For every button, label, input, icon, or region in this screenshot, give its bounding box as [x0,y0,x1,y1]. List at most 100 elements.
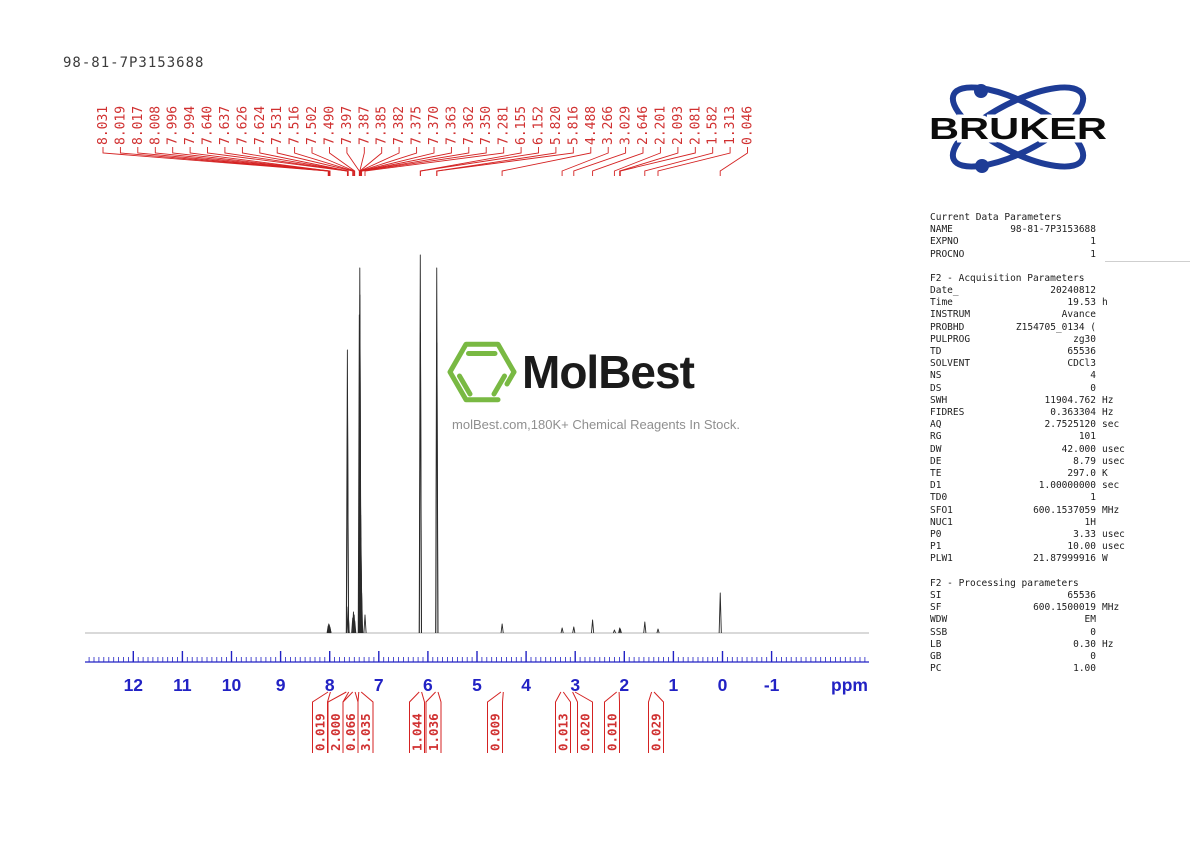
param-unit [1096,309,1138,321]
param-value: 65536 [1067,589,1096,601]
param-value: 1.00000000 [1038,480,1096,492]
peak-fan-line [102,147,329,176]
axis-tick-label: 8 [325,675,335,695]
peak-ppm-label: 5.820 [549,106,564,145]
spectrum-peak [500,623,504,634]
param-unit [1096,370,1138,382]
peak-fan-line [172,147,331,176]
param-key: RG [930,431,942,443]
param-value: 21.87999916 [1033,553,1096,565]
peak-fan-line [561,147,609,176]
param-value: 42.000 [1061,443,1096,455]
peak-ppm-label: 1.313 [723,106,738,145]
molbest-watermark: MolBest molBest.com,180K+ Chemical Reage… [446,336,756,432]
params-row: PROCNO 1 [930,249,1138,261]
peak-fan-line [644,147,714,176]
axis-tick-label: 10 [222,675,242,695]
integral-bracket-left [604,691,618,753]
param-unit: MHz [1102,602,1120,614]
integral-bracket-right [562,691,571,753]
param-key: D1 [930,480,942,492]
spectrum-peak [718,592,722,634]
param-unit: sec [1102,480,1120,492]
param-value: 20240812 [1050,285,1096,297]
molbest-logo-text: MolBest [522,346,695,398]
integral-value: 0.019 [313,713,328,751]
param-key: INSTRUM [930,309,971,321]
param-value: 1H [1084,516,1096,528]
param-value: 10.00 [1067,541,1096,553]
peak-ppm-label: 8.017 [131,106,146,145]
param-key: GB [930,650,942,662]
param-value: 297.0 [1067,468,1096,480]
peak-ppm-label: 5.816 [566,106,581,145]
ppm-axis: 12 11 10 9 8 7 6 5 4 3 2 1 0 -1 ppm [85,651,869,695]
peak-ppm-label: 0.046 [741,106,756,145]
peak-fan-line [592,147,644,176]
param-value: 19.53 [1067,297,1096,309]
param-unit [1096,651,1138,663]
peak-ppm-label: 7.370 [427,106,442,145]
param-key: TD0 [930,492,948,504]
integral-bracket-left [487,691,502,753]
peak-ppm-label: 7.397 [340,106,355,145]
param-key: SWH [930,394,948,406]
params-section: F2 - Acquisition Parameters Date_ 20240812… [930,273,1138,566]
params-row: D1 1.00000000 sec [930,480,1138,492]
params-row: TD 65536 [930,346,1138,358]
param-value: Avance [1061,309,1096,321]
param-value: 1 [1090,492,1096,504]
peak-fan-line [657,147,731,176]
peak-fan-line [619,147,696,176]
param-value: 600.1537059 [1033,504,1096,516]
peak-fan-line [360,147,470,176]
axis-tick-label: 11 [173,675,192,695]
peak-ppm-label: 7.363 [444,106,459,145]
param-unit [1096,627,1138,639]
param-value: EM [1084,614,1096,626]
peak-ppm-label: 4.488 [584,106,599,145]
param-unit [1096,249,1138,261]
peak-fan-line [719,147,748,176]
param-unit: h [1102,297,1108,309]
params-section-title: Current Data Parameters [930,212,1062,223]
params-row: EXPNO 1 [930,236,1138,248]
param-key: FIDRES [930,407,965,419]
axis-tick-label: 0 [718,675,728,695]
param-unit: K [1102,468,1108,480]
param-unit [1096,358,1138,370]
peak-fan-line [294,147,354,176]
param-value: 3.33 [1073,529,1096,541]
peak-ppm-label: 2.093 [671,106,686,145]
peak-fan-line [329,147,356,176]
axis-tick-label: 9 [276,675,286,695]
spectrum-peak [360,592,364,634]
params-row: P1 10.00 usec [930,541,1138,553]
param-value: CDCl3 [1067,358,1096,370]
param-value: zg30 [1073,333,1096,345]
peak-ppm-label: 7.387 [357,106,372,145]
integral-value: 1.044 [410,713,425,751]
peak-ppm-label: 2.081 [688,106,703,145]
param-key: NUC1 [930,516,953,528]
params-row: INSTRUM Avance [930,309,1138,321]
peak-ppm-label: 7.350 [479,106,494,145]
spectrum-trace [85,254,869,634]
param-value: 65536 [1067,346,1096,358]
params-row: DE 8.79 usec [930,456,1138,468]
axis-unit-label: ppm [831,675,868,695]
peak-label-list: 8.031 8.019 8.017 8.008 7.996 7.994 7.640 7.637… [96,106,756,145]
param-value: 11904.762 [1044,394,1096,406]
param-unit: MHz [1102,504,1120,516]
peak-fan-lines [102,147,748,176]
param-unit [1096,590,1138,602]
param-key: PULPROG [930,333,971,345]
params-row: GB 0 [930,651,1138,663]
param-value: 1 [1090,236,1096,248]
param-unit [1096,383,1138,395]
params-row: WDW EM [930,614,1138,626]
peak-ppm-label: 8.019 [113,106,128,145]
peak-ppm-label: 7.375 [410,106,425,145]
param-unit [1096,224,1138,236]
